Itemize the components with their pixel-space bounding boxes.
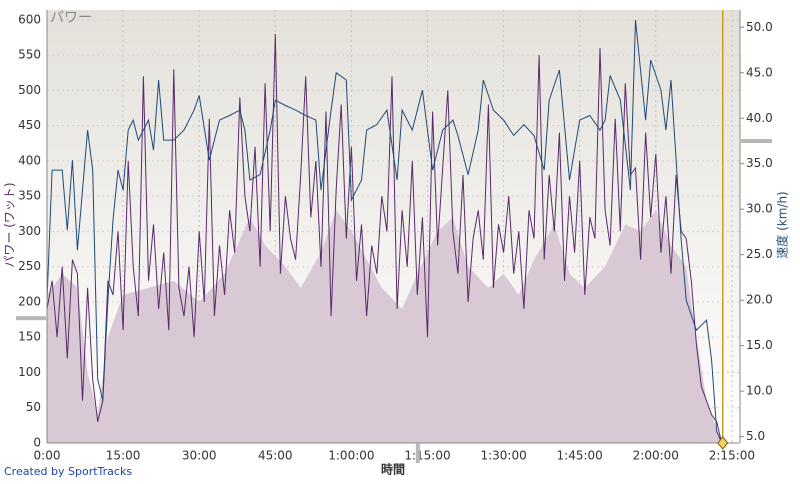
- y-tick-label: 50: [26, 400, 41, 414]
- y-tick-label: 600: [18, 12, 41, 26]
- y2-axis-label: 速度 (km/h): [775, 191, 790, 258]
- y-tick-label: 200: [18, 294, 41, 308]
- x-tick-label: 15:00: [106, 449, 141, 463]
- y-tick-label: 450: [18, 118, 41, 132]
- x-tick-label: 2:15:00: [709, 449, 755, 463]
- y-tick-label: 550: [18, 48, 41, 62]
- y2-tick-label: 20.0: [746, 293, 773, 307]
- x-tick-label: 45:00: [258, 449, 293, 463]
- y-tick-label: 500: [18, 83, 41, 97]
- y2-tick-label: 50.0: [746, 20, 773, 34]
- x-tick-label: 1:15:00: [404, 449, 450, 463]
- x-tick-label: 0:00: [34, 449, 61, 463]
- speed-line: [46, 19, 723, 444]
- y2-tick-label: 35.0: [746, 156, 773, 170]
- power-line: [46, 33, 723, 444]
- y-axis-label: パワー (ワット): [3, 182, 17, 267]
- y-tick-label: 100: [18, 365, 41, 379]
- y-tick-label: 0: [33, 436, 41, 450]
- y2-tick-label: 10.0: [746, 384, 773, 398]
- y-tick-label: 350: [18, 189, 41, 203]
- cursor-handle: [717, 436, 729, 450]
- power-area: [47, 210, 722, 443]
- y2-tick-label: 5.0: [746, 429, 765, 443]
- chart-title: パワー: [50, 10, 92, 26]
- y2-tick-label: 30.0: [746, 202, 773, 216]
- time-marker: [415, 443, 420, 463]
- x-tick-label: 30:00: [182, 449, 217, 463]
- y2-tick-label: 15.0: [746, 338, 773, 352]
- x-tick-label: 1:00:00: [328, 449, 374, 463]
- y-tick-label: 400: [18, 153, 41, 167]
- speed-avg-marker: [741, 138, 772, 143]
- y2-tick-label: 45.0: [746, 65, 773, 79]
- x-axis-label: 時間: [381, 462, 405, 477]
- y-tick-label: 150: [18, 330, 41, 344]
- credit[interactable]: Created by SportTracks: [4, 465, 132, 478]
- power-avg-marker: [16, 316, 46, 321]
- y2-tick-label: 40.0: [746, 111, 773, 125]
- y-tick-label: 300: [18, 224, 41, 238]
- x-tick-label: 2:00:00: [633, 449, 679, 463]
- y-tick-label: 250: [18, 259, 41, 273]
- y2-tick-label: 25.0: [746, 247, 773, 261]
- x-tick-label: 1:30:00: [480, 449, 526, 463]
- x-tick-label: 1:45:00: [557, 449, 603, 463]
